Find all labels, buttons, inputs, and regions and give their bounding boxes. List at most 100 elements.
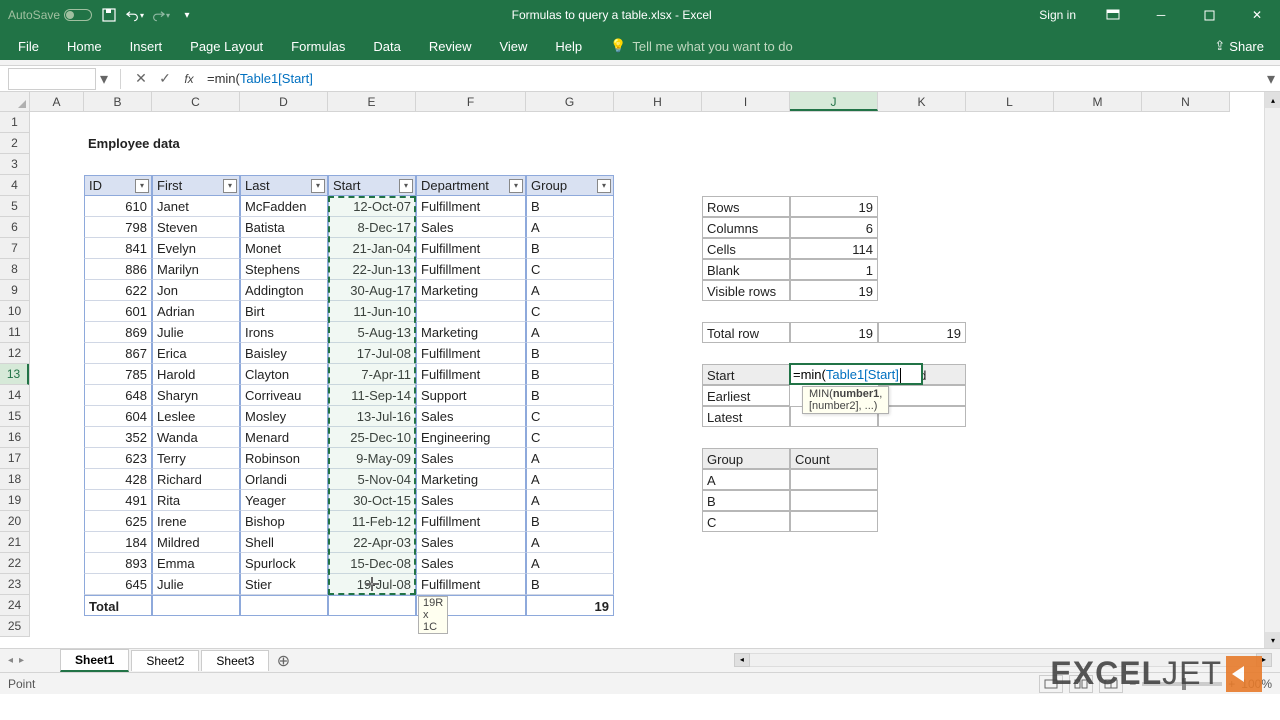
table-cell[interactable]: 610: [84, 196, 152, 217]
cell-B24[interactable]: Total: [84, 595, 152, 616]
table-cell[interactable]: 622: [84, 280, 152, 301]
enter-formula-icon[interactable]: ✓: [153, 68, 177, 90]
scroll-left-icon[interactable]: ◂: [734, 653, 750, 667]
table-cell[interactable]: 648: [84, 385, 152, 406]
table-cell[interactable]: [416, 301, 526, 322]
cell-D24[interactable]: [240, 595, 328, 616]
add-sheet-icon[interactable]: ⊕: [271, 651, 295, 671]
col-header-H[interactable]: H: [614, 92, 702, 111]
table-cell[interactable]: 184: [84, 532, 152, 553]
table-cell[interactable]: B: [526, 574, 614, 595]
cell-J8[interactable]: 1: [790, 259, 878, 280]
table-cell[interactable]: Stier: [240, 574, 328, 595]
table-cell[interactable]: A: [526, 322, 614, 343]
table-cell[interactable]: Wanda: [152, 427, 240, 448]
close-icon[interactable]: ✕: [1234, 0, 1280, 30]
table-cell[interactable]: Menard: [240, 427, 328, 448]
table-cell[interactable]: B: [526, 511, 614, 532]
table-cell[interactable]: 601: [84, 301, 152, 322]
row-header-3[interactable]: 3: [0, 154, 29, 175]
table-cell[interactable]: 9-May-09: [328, 448, 416, 469]
table-cell[interactable]: 30-Oct-15: [328, 490, 416, 511]
table-cell[interactable]: 11-Sep-14: [328, 385, 416, 406]
col-header-A[interactable]: A: [30, 92, 84, 111]
table-cell[interactable]: 869: [84, 322, 152, 343]
table-cell[interactable]: Steven: [152, 217, 240, 238]
table-header-start[interactable]: Start▾: [328, 175, 416, 196]
cell-I8[interactable]: Blank: [702, 259, 790, 280]
table-cell[interactable]: Bishop: [240, 511, 328, 532]
col-header-E[interactable]: E: [328, 92, 416, 111]
row-header-11[interactable]: 11: [0, 322, 29, 343]
table-cell[interactable]: 7-Apr-11: [328, 364, 416, 385]
table-cell[interactable]: Sales: [416, 406, 526, 427]
col-header-D[interactable]: D: [240, 92, 328, 111]
table-cell[interactable]: Marilyn: [152, 259, 240, 280]
table-cell[interactable]: Fulfillment: [416, 196, 526, 217]
qat-customize-icon[interactable]: ▾: [178, 6, 196, 24]
cell-J5[interactable]: 19: [790, 196, 878, 217]
table-cell[interactable]: Sharyn: [152, 385, 240, 406]
table-cell[interactable]: 798: [84, 217, 152, 238]
table-cell[interactable]: Julie: [152, 322, 240, 343]
table-cell[interactable]: 22-Apr-03: [328, 532, 416, 553]
table-cell[interactable]: Support: [416, 385, 526, 406]
col-header-K[interactable]: K: [878, 92, 966, 111]
table-cell[interactable]: Irene: [152, 511, 240, 532]
col-header-J[interactable]: J: [790, 92, 878, 111]
name-box[interactable]: [8, 68, 96, 90]
sheet-tab-2[interactable]: Sheet2: [131, 650, 199, 671]
row-header-14[interactable]: 14: [0, 385, 29, 406]
table-cell[interactable]: 5-Aug-13: [328, 322, 416, 343]
table-cell[interactable]: 645: [84, 574, 152, 595]
row-header-10[interactable]: 10: [0, 301, 29, 322]
minimize-icon[interactable]: ─: [1138, 0, 1184, 30]
cell-J20[interactable]: [790, 511, 878, 532]
autosave-toggle[interactable]: AutoSave: [8, 8, 92, 22]
table-cell[interactable]: A: [526, 448, 614, 469]
table-cell[interactable]: B: [526, 364, 614, 385]
row-header-7[interactable]: 7: [0, 238, 29, 259]
row-header-21[interactable]: 21: [0, 532, 29, 553]
table-cell[interactable]: 11-Feb-12: [328, 511, 416, 532]
table-cell[interactable]: Janet: [152, 196, 240, 217]
tab-view[interactable]: View: [485, 33, 541, 60]
table-cell[interactable]: Engineering: [416, 427, 526, 448]
cell-J6[interactable]: 6: [790, 217, 878, 238]
table-cell[interactable]: 625: [84, 511, 152, 532]
table-cell[interactable]: 19-Jul-08: [328, 574, 416, 595]
table-cell[interactable]: Orlandi: [240, 469, 328, 490]
table-cell[interactable]: Sales: [416, 490, 526, 511]
cancel-formula-icon[interactable]: ✕: [129, 68, 153, 90]
table-cell[interactable]: A: [526, 532, 614, 553]
cell-I5[interactable]: Rows: [702, 196, 790, 217]
table-cell[interactable]: 12-Oct-07: [328, 196, 416, 217]
collapse-ribbon-icon[interactable]: [1182, 48, 1202, 60]
table-cell[interactable]: 604: [84, 406, 152, 427]
table-cell[interactable]: Terry: [152, 448, 240, 469]
table-cell[interactable]: 352: [84, 427, 152, 448]
table-cell[interactable]: Clayton: [240, 364, 328, 385]
table-cell[interactable]: Addington: [240, 280, 328, 301]
cell-I18[interactable]: A: [702, 469, 790, 490]
table-cell[interactable]: 15-Dec-08: [328, 553, 416, 574]
row-header-19[interactable]: 19: [0, 490, 29, 511]
table-cell[interactable]: McFadden: [240, 196, 328, 217]
table-cell[interactable]: Marketing: [416, 280, 526, 301]
table-cell[interactable]: Leslee: [152, 406, 240, 427]
table-cell[interactable]: Baisley: [240, 343, 328, 364]
formula-input[interactable]: =min(Table1[Start]: [201, 71, 1262, 86]
table-cell[interactable]: Corriveau: [240, 385, 328, 406]
tab-data[interactable]: Data: [359, 33, 414, 60]
table-cell[interactable]: Yeager: [240, 490, 328, 511]
table-cell[interactable]: Sales: [416, 553, 526, 574]
table-cell[interactable]: Marketing: [416, 469, 526, 490]
table-cell[interactable]: B: [526, 343, 614, 364]
row-header-25[interactable]: 25: [0, 616, 29, 637]
row-header-23[interactable]: 23: [0, 574, 29, 595]
cell-I15[interactable]: Latest: [702, 406, 790, 427]
table-cell[interactable]: C: [526, 301, 614, 322]
save-icon[interactable]: [100, 6, 118, 24]
column-headers[interactable]: ABCDEFGHIJKLMN: [30, 92, 1230, 112]
cell-J11[interactable]: 19: [790, 322, 878, 343]
